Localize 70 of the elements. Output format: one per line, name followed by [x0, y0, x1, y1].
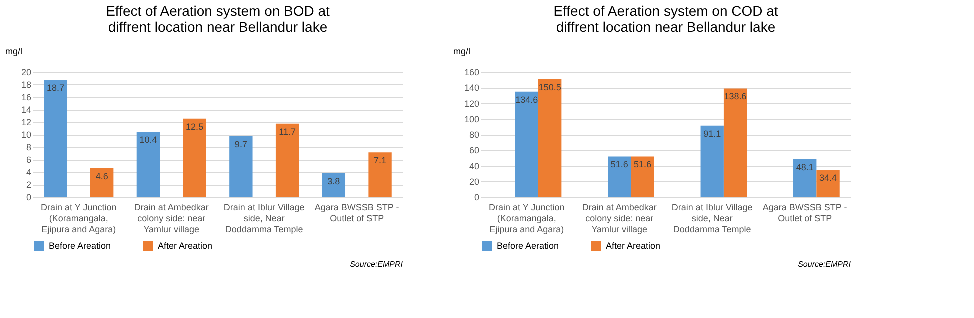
data-label: 12.5	[186, 122, 204, 132]
bar	[322, 173, 346, 197]
y-tick-label: 120	[464, 98, 480, 109]
x-tick-label: Agara BWSSB STP - Outlet of STP	[314, 202, 400, 224]
data-label: 10.4	[140, 135, 158, 145]
data-label: 18.7	[46, 83, 64, 94]
data-label: 34.4	[820, 173, 838, 184]
y-tick-label: 80	[469, 130, 480, 140]
y-tick-label: 10	[21, 130, 32, 140]
y-tick-label: 40	[469, 161, 480, 172]
data-label: 11.7	[279, 126, 296, 137]
bar	[136, 132, 160, 197]
y-tick-label: 60	[469, 146, 480, 156]
legend-label: After Areation	[606, 241, 661, 251]
y-tick-label: 18	[21, 80, 32, 90]
bar	[724, 88, 748, 197]
data-label: 138.6	[724, 92, 747, 102]
x-tick-label: Drain at Y Junction (Koramangala, Ejipura and Agara)	[489, 202, 565, 234]
data-label: 91.1	[704, 128, 722, 139]
y-tick-label: 0	[26, 192, 32, 202]
bar	[608, 156, 632, 197]
y-tick-label: 8	[26, 142, 32, 152]
bar	[276, 124, 300, 197]
y-tick-label: 12	[21, 118, 32, 128]
legend-label: Before Aeration	[497, 241, 560, 251]
bar	[44, 80, 68, 197]
legend-label: Before Areation	[49, 241, 112, 251]
y-tick-label: 6	[26, 155, 32, 165]
data-label: 150.5	[538, 82, 562, 92]
data-label: 9.7	[234, 139, 248, 150]
y-tick-label: 160	[464, 68, 480, 78]
y-tick-label: 100	[464, 114, 480, 124]
y-tick-label: 20	[469, 176, 480, 187]
data-label: 7.1	[374, 156, 387, 166]
y-axis-title: mg/l	[6, 46, 23, 56]
source-note: Source:EMPRI	[350, 260, 404, 269]
x-tick-label: Drain at Iblur Village side, Near Doddamma Temple	[672, 202, 753, 234]
bar	[700, 126, 724, 197]
data-label: 134.6	[516, 94, 538, 105]
data-label: 48.1	[796, 162, 814, 172]
bar	[515, 92, 538, 197]
data-label: 3.8	[328, 176, 340, 186]
data-label: 4.6	[96, 171, 108, 182]
chart-title: Effect of Aeration system on COD at diffrent location near Bellandur lake	[554, 3, 778, 35]
bar	[538, 79, 562, 197]
data-label: 51.6	[610, 160, 628, 170]
bar	[794, 159, 817, 197]
bar	[631, 156, 654, 197]
bar	[368, 152, 392, 197]
y-tick-label: 16	[21, 92, 32, 102]
bar	[90, 168, 114, 197]
x-tick-label: Drain at Y Junction (Koramangala, Ejipura and Agara)	[41, 202, 117, 234]
bar	[183, 118, 206, 197]
y-tick-label: 20	[21, 68, 32, 78]
x-tick-label: Agara BWSSB STP - Outlet of STP	[762, 202, 848, 224]
x-tick-label: Drain at Ambedkar colony side: near Yamlur village	[582, 202, 657, 234]
y-tick-label: 4	[26, 168, 32, 178]
y-axis-title: mg/l	[454, 46, 471, 56]
x-tick-label: Drain at Iblur Village side, Near Doddamma Temple	[224, 202, 305, 234]
bar	[816, 170, 840, 197]
y-tick-label: 14	[21, 105, 32, 115]
source-note: Source:EMPRI	[798, 260, 852, 269]
bar	[230, 136, 253, 197]
y-tick-label: 140	[464, 83, 480, 94]
y-tick-label: 2	[26, 180, 32, 190]
chart-title: Effect of Aeration system on BOD at diffrent location near Bellandur lake	[106, 3, 330, 35]
x-tick-label: Drain at Ambedkar colony side: near Yamlur village	[134, 202, 209, 234]
data-label: 51.6	[634, 160, 652, 170]
legend-label: After Areation	[158, 241, 213, 251]
y-tick-label: 0	[474, 192, 480, 202]
